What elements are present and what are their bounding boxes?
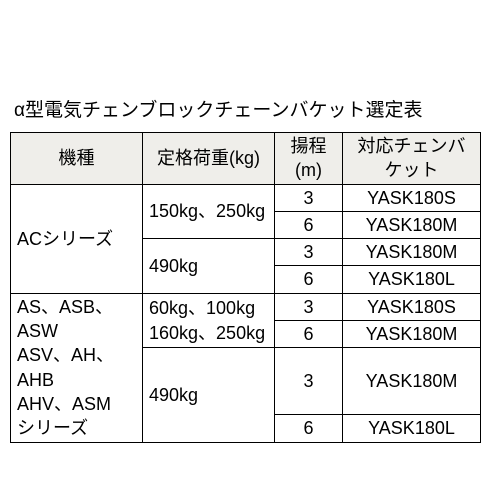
- cell-lift: 6: [275, 321, 343, 348]
- cell-bucket: YASK180S: [343, 293, 481, 320]
- header-model: 機種: [11, 133, 143, 185]
- page-root: α型電気チェンブロックチェーンバケット選定表 機種 定格荷重(kg) 揚程(m)…: [0, 0, 500, 500]
- cell-bucket: YASK180S: [343, 184, 481, 211]
- table-title: α型電気チェンブロックチェーンバケット選定表: [14, 95, 500, 122]
- cell-load-as-a: 60kg、100kg 160kg、250kg: [143, 293, 275, 348]
- cell-lift: 3: [275, 184, 343, 211]
- cell-lift: 6: [275, 415, 343, 442]
- header-bucket: 対応チェンバケット: [343, 133, 481, 185]
- cell-load-as-b: 490kg: [143, 348, 275, 442]
- load-line: 160kg、250kg: [149, 323, 265, 343]
- cell-bucket: YASK180M: [343, 239, 481, 266]
- cell-lift: 3: [275, 239, 343, 266]
- header-load: 定格荷重(kg): [143, 133, 275, 185]
- cell-lift: 3: [275, 348, 343, 415]
- cell-lift: 6: [275, 266, 343, 293]
- cell-bucket: YASK180L: [343, 415, 481, 442]
- cell-bucket: YASK180M: [343, 348, 481, 415]
- model-line: AHV、ASM: [17, 394, 111, 414]
- cell-bucket: YASK180L: [343, 266, 481, 293]
- cell-bucket: YASK180M: [343, 211, 481, 238]
- cell-lift: 3: [275, 293, 343, 320]
- selection-table: 機種 定格荷重(kg) 揚程(m) 対応チェンバケット ACシリーズ 150kg…: [10, 132, 481, 443]
- cell-load-ac-b: 490kg: [143, 239, 275, 294]
- cell-load-ac-a: 150kg、250kg: [143, 184, 275, 239]
- table-row: AS、ASB、ASW ASV、AH、AHB AHV、ASM シリーズ 60kg、…: [11, 293, 481, 320]
- load-line: 60kg、100kg: [149, 298, 255, 318]
- table-row: ACシリーズ 150kg、250kg 3 YASK180S: [11, 184, 481, 211]
- cell-model-ac: ACシリーズ: [11, 184, 143, 293]
- model-line: ASV、AH、AHB: [17, 345, 114, 389]
- cell-lift: 6: [275, 211, 343, 238]
- cell-bucket: YASK180M: [343, 321, 481, 348]
- model-line: シリーズ: [17, 418, 88, 438]
- model-line: AS、ASB、ASW: [17, 297, 113, 341]
- cell-model-as: AS、ASB、ASW ASV、AH、AHB AHV、ASM シリーズ: [11, 293, 143, 442]
- header-lift: 揚程(m): [275, 133, 343, 185]
- table-header-row: 機種 定格荷重(kg) 揚程(m) 対応チェンバケット: [11, 133, 481, 185]
